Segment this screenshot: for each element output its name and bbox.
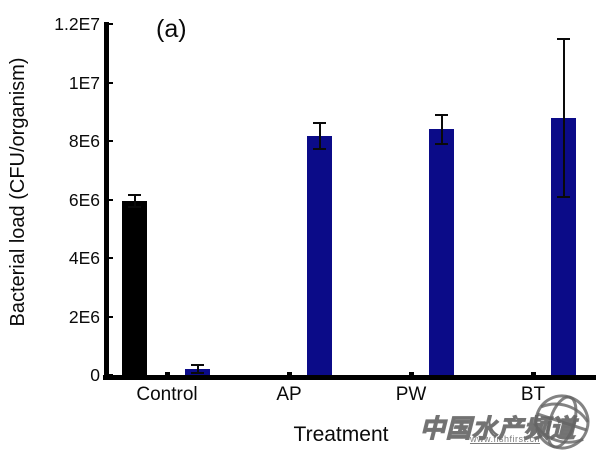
y-tick-mark xyxy=(108,198,113,201)
y-tick-label: 8E6 xyxy=(68,131,100,151)
error-cap-top xyxy=(557,37,570,40)
x-axis-title: Treatment xyxy=(293,423,389,446)
error-bar-control xyxy=(196,365,199,374)
error-cap-top xyxy=(313,121,326,124)
globe-icon xyxy=(533,394,590,450)
error-bar-bt xyxy=(562,38,565,197)
x-tick-mark xyxy=(287,371,292,375)
error-bar-pw xyxy=(440,114,443,144)
x-tick-mark xyxy=(409,371,414,375)
y-tick-label: 1E7 xyxy=(68,72,100,93)
panel-letter-label: (a) xyxy=(156,15,187,43)
x-category-label: PW xyxy=(395,384,427,405)
y-axis-line xyxy=(104,22,109,379)
error-cap-bottom xyxy=(435,142,448,145)
watermark-url: www.fishfirst.cn xyxy=(469,434,540,444)
y-tick-mark xyxy=(108,374,113,377)
error-cap-top xyxy=(435,113,448,116)
error-cap-top xyxy=(128,194,141,197)
error-bar-ap xyxy=(318,122,321,150)
x-category-label: Control xyxy=(136,384,198,405)
y-tick-label: 6E6 xyxy=(68,189,100,210)
y-tick-mark xyxy=(108,140,113,143)
x-axis-line xyxy=(103,375,596,380)
x-tick-mark xyxy=(165,371,170,375)
error-cap-bottom xyxy=(557,195,570,198)
x-category-label: BT xyxy=(520,384,546,405)
error-cap-bottom xyxy=(313,148,326,151)
error-cap-bottom xyxy=(191,372,204,375)
y-tick-mark xyxy=(108,257,113,260)
bar-blue-series-ap xyxy=(307,136,332,375)
bar-black-series-control xyxy=(122,200,147,375)
x-tick-mark xyxy=(531,371,536,375)
error-bar-control xyxy=(133,195,136,207)
y-tick-label: 4E6 xyxy=(68,248,100,268)
y-tick-mark xyxy=(108,81,113,84)
y-tick-mark xyxy=(108,315,113,318)
bar-blue-series-pw xyxy=(429,129,454,375)
y-tick-label: 0 xyxy=(90,365,100,385)
y-tick-label: 1.2E7 xyxy=(54,14,100,34)
error-cap-top xyxy=(191,364,204,367)
y-tick-label: 2E6 xyxy=(68,306,100,327)
y-axis-title: Bacterial load (CFU/organism) xyxy=(7,57,29,327)
y-tick-mark xyxy=(108,23,113,26)
error-cap-bottom xyxy=(128,205,141,208)
x-category-label: AP xyxy=(276,384,302,405)
